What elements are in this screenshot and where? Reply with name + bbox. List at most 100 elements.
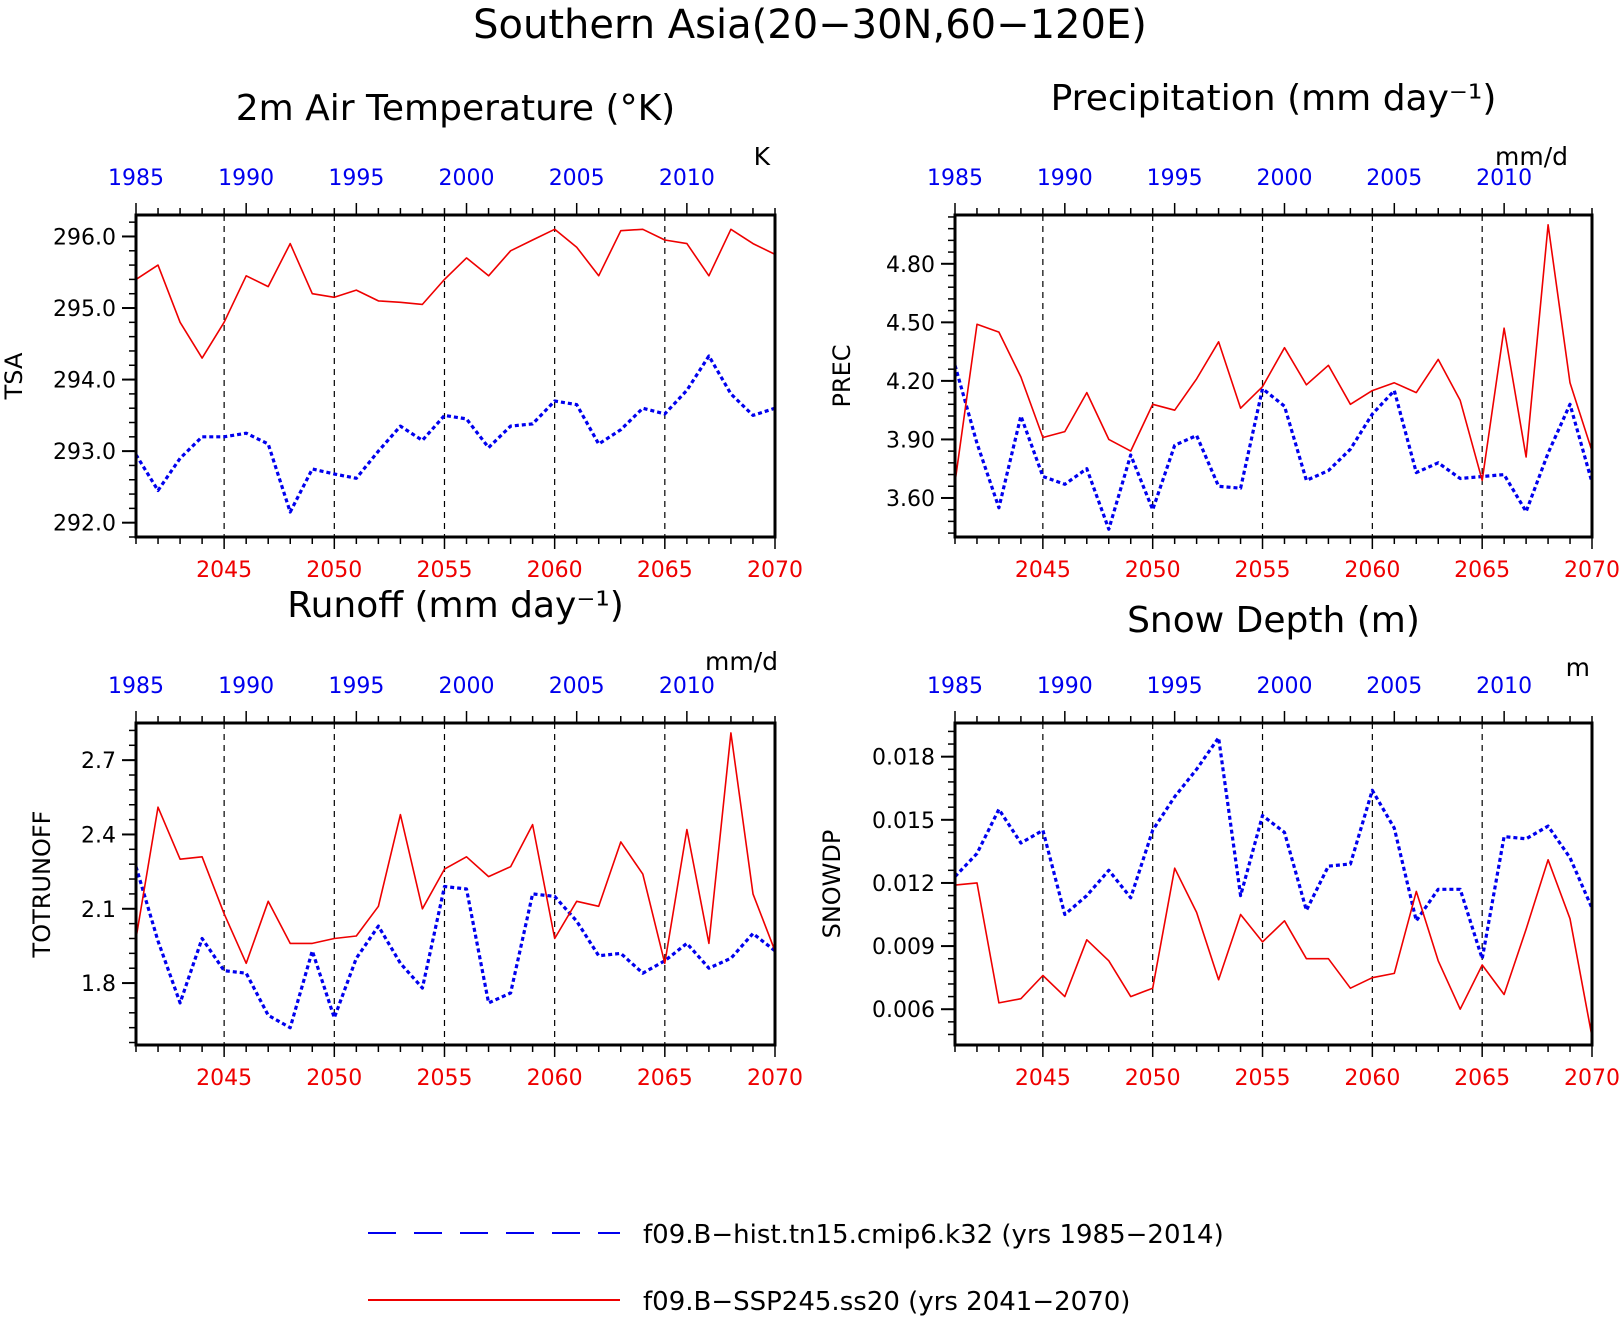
x-tick-label-bottom: 2050 xyxy=(1125,1066,1181,1091)
y-tick-label: 0.012 xyxy=(872,872,935,897)
plot-frame xyxy=(134,721,777,1047)
plot-frame xyxy=(953,721,1594,1047)
x-tick-label-top: 1990 xyxy=(218,674,274,699)
x-tick-label-bottom: 2060 xyxy=(1344,1066,1400,1091)
series-line-hist xyxy=(953,364,1594,531)
x-tick-label-bottom: 2055 xyxy=(416,558,472,583)
y-tick-label: 3.60 xyxy=(886,487,935,512)
x-tick-label-bottom: 2050 xyxy=(1125,558,1181,583)
y-tick-label: 0.015 xyxy=(872,809,935,834)
x-tick-label-bottom: 2055 xyxy=(1235,1066,1291,1091)
x-tick-label-bottom: 2045 xyxy=(196,558,252,583)
y-tick-label: 3.90 xyxy=(886,428,935,453)
x-tick-label-top: 2010 xyxy=(659,166,715,191)
x-tick-label-top: 2005 xyxy=(1366,166,1422,191)
series-line-ssp xyxy=(954,858,1593,1037)
x-tick-label-top: 2005 xyxy=(1366,674,1422,699)
x-tick-label-bottom: 2055 xyxy=(1235,558,1291,583)
y-tick-label: 292.0 xyxy=(53,512,116,537)
units-label: K xyxy=(754,142,771,171)
y-tick-label: 2.7 xyxy=(81,749,116,774)
y-axis-label: TOTRUNOFF xyxy=(28,811,56,959)
y-axis-label: PREC xyxy=(828,344,856,407)
panel-title: Precipitation (mm day⁻¹) xyxy=(1051,78,1497,119)
series-line-ssp xyxy=(135,228,776,359)
x-tick-label-bottom: 2060 xyxy=(1344,558,1400,583)
y-tick-label: 4.20 xyxy=(886,370,935,395)
y-tick-label: 295.0 xyxy=(53,297,116,322)
x-tick-label-top: 1985 xyxy=(108,674,164,699)
units-label: m xyxy=(1566,653,1590,682)
x-tick-label-bottom: 2045 xyxy=(1015,1066,1071,1091)
x-tick-label-bottom: 2050 xyxy=(306,558,362,583)
x-tick-label-top: 1990 xyxy=(1037,674,1093,699)
series-line-hist xyxy=(134,354,776,514)
plot-frame xyxy=(134,213,777,539)
x-tick-label-top: 2010 xyxy=(1476,166,1532,191)
legend-label-ssp: f09.B−SSP245.ss20 (yrs 2041−2070) xyxy=(643,1287,1130,1317)
panel-air-temperature: 2m Air Temperature (°K) K TSA 292.0 293.0 294… xyxy=(0,88,803,583)
x-tick-label-top: 1985 xyxy=(927,674,983,699)
x-tick-label-bottom: 2065 xyxy=(1454,1066,1510,1091)
x-tick-label-top: 2000 xyxy=(1256,166,1312,191)
y-tick-label: 296.0 xyxy=(53,225,116,250)
y-axis-label: SNOWDP xyxy=(818,830,846,939)
x-tick-label-bottom: 2070 xyxy=(747,1066,803,1091)
legend-label-hist: f09.B−hist.tn15.cmip6.k32 (yrs 1985−2014… xyxy=(643,1220,1224,1250)
x-tick-label-top: 2010 xyxy=(1476,674,1532,699)
x-tick-label-bottom: 2065 xyxy=(637,1066,693,1091)
series-line-ssp xyxy=(954,224,1593,483)
y-tick-label: 2.1 xyxy=(81,898,116,923)
y-tick-label: 4.50 xyxy=(886,311,935,336)
panel-title: Runoff (mm day⁻¹) xyxy=(287,585,624,626)
x-tick-label-bottom: 2070 xyxy=(1564,558,1620,583)
x-tick-label-top: 1985 xyxy=(927,166,983,191)
x-tick-label-top: 1995 xyxy=(328,166,384,191)
x-tick-label-bottom: 2060 xyxy=(527,1066,583,1091)
y-tick-label: 1.8 xyxy=(81,972,116,997)
y-tick-label: 293.0 xyxy=(53,440,116,465)
x-tick-label-top: 2005 xyxy=(549,674,605,699)
x-tick-label-top: 1995 xyxy=(1147,166,1203,191)
plot-frame xyxy=(953,213,1594,539)
panel-title: 2m Air Temperature (°K) xyxy=(236,88,675,129)
panel-precipitation: Precipitation (mm day⁻¹) mm/d PREC 3.60 3.90… xyxy=(828,78,1620,583)
y-axis-label: TSA xyxy=(0,352,28,400)
x-tick-label-top: 1995 xyxy=(328,674,384,699)
y-tick-label: 4.80 xyxy=(886,253,935,278)
series-line-hist xyxy=(953,736,1594,961)
y-tick-label: 294.0 xyxy=(53,369,116,394)
x-tick-label-bottom: 2070 xyxy=(1564,1066,1620,1091)
x-tick-label-top: 2005 xyxy=(549,166,605,191)
x-tick-label-bottom: 2050 xyxy=(306,1066,362,1091)
x-tick-label-bottom: 2045 xyxy=(196,1066,252,1091)
panel-snow-depth: Snow Depth (m) m SNOWDP 0.006 0.009 0.012 0.01… xyxy=(818,600,1620,1091)
x-tick-label-bottom: 2070 xyxy=(747,558,803,583)
x-tick-label-top: 2000 xyxy=(439,674,495,699)
x-tick-label-bottom: 2060 xyxy=(527,558,583,583)
panel-runoff: Runoff (mm day⁻¹) mm/d TOTRUNOFF 1.8 2.1 2.4 2… xyxy=(28,585,803,1091)
y-tick-label: 0.006 xyxy=(872,998,935,1023)
x-tick-label-top: 1990 xyxy=(1037,166,1093,191)
x-tick-label-bottom: 2065 xyxy=(1454,558,1510,583)
x-tick-label-top: 1995 xyxy=(1147,674,1203,699)
x-tick-label-top: 2000 xyxy=(439,166,495,191)
figure-title: Southern Asia(20−30N,60−120E) xyxy=(473,2,1147,48)
x-tick-label-top: 1985 xyxy=(108,166,164,191)
x-tick-label-top: 1990 xyxy=(218,166,274,191)
panel-title: Snow Depth (m) xyxy=(1127,600,1420,641)
x-tick-label-top: 2000 xyxy=(1256,674,1312,699)
x-tick-label-bottom: 2055 xyxy=(416,1066,472,1091)
series-line-hist xyxy=(134,866,776,1030)
units-label: mm/d xyxy=(1495,142,1568,171)
y-tick-label: 0.018 xyxy=(872,746,935,771)
x-tick-label-top: 2010 xyxy=(659,674,715,699)
x-tick-label-bottom: 2045 xyxy=(1015,558,1071,583)
y-tick-label: 0.009 xyxy=(872,935,935,960)
y-tick-label: 2.4 xyxy=(81,823,116,848)
legend: f09.B−hist.tn15.cmip6.k32 (yrs 1985−2014… xyxy=(368,1220,1224,1317)
units-label: mm/d xyxy=(705,647,778,676)
x-tick-label-bottom: 2065 xyxy=(637,558,693,583)
series-line-ssp xyxy=(135,732,776,965)
